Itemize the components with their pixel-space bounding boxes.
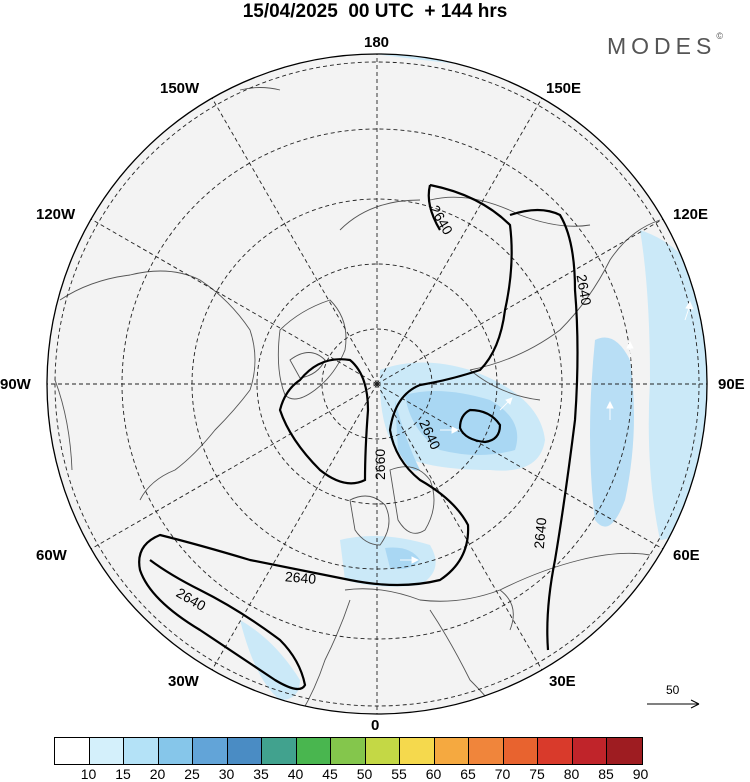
colorbar-tick-label: 85 bbox=[598, 766, 614, 782]
lon-label-150w: 150W bbox=[160, 80, 200, 97]
colorbar-tick-label: 60 bbox=[425, 766, 442, 782]
colorbar-tick-label: 70 bbox=[494, 766, 511, 782]
colorbar-box bbox=[607, 738, 642, 764]
colorbar-box bbox=[572, 738, 607, 764]
colorbar bbox=[54, 737, 643, 765]
colorbar-tick-label: 20 bbox=[149, 766, 166, 782]
colorbar-tick-label: 35 bbox=[253, 766, 269, 782]
lon-label-150e: 150E bbox=[546, 80, 582, 97]
colorbar-tick-label: 90 bbox=[632, 766, 649, 782]
lon-label-30e: 30E bbox=[549, 673, 576, 690]
colorbar-box bbox=[89, 738, 124, 764]
colorbar-tick-label: 55 bbox=[391, 766, 407, 782]
colorbar-tick-label: 10 bbox=[80, 766, 97, 782]
colorbar-tick-label: 45 bbox=[322, 766, 338, 782]
contour-label: 2660 bbox=[372, 449, 388, 480]
colorbar-box bbox=[331, 738, 366, 764]
lon-label-120w: 120W bbox=[36, 206, 76, 223]
vector-reference-arrow bbox=[647, 699, 700, 709]
meridians bbox=[47, 54, 707, 714]
wind-vectors bbox=[400, 301, 694, 564]
contour-label: 2640 bbox=[574, 273, 595, 307]
lon-label-30w: 30W bbox=[168, 673, 199, 690]
colorbar-tick-label: 65 bbox=[460, 766, 476, 782]
lon-label-0: 0 bbox=[371, 717, 380, 734]
colorbar-box bbox=[434, 738, 469, 764]
lon-label-180: 180 bbox=[364, 34, 390, 51]
colorbar-tick-label: 15 bbox=[115, 766, 131, 782]
colorbar-box bbox=[55, 738, 90, 764]
lon-label-90w: 90W bbox=[0, 376, 31, 393]
contour-label: 2640 bbox=[284, 568, 317, 587]
colorbar-tick-label: 75 bbox=[529, 766, 545, 782]
colorbar-box bbox=[262, 738, 297, 764]
modes-logo: MODES© bbox=[607, 31, 723, 60]
geopotential-contours bbox=[138, 183, 579, 691]
colorbar-tick-label: 80 bbox=[563, 766, 580, 782]
colorbar-tick-label: 40 bbox=[287, 766, 304, 782]
colorbar-box bbox=[365, 738, 400, 764]
lon-label-90e: 90E bbox=[718, 376, 745, 393]
vector-reference-label: 50 bbox=[666, 683, 680, 697]
contour-label: 2640 bbox=[531, 517, 550, 550]
colorbar-box bbox=[193, 738, 228, 764]
copyright-mark: © bbox=[716, 31, 723, 42]
map-border bbox=[46, 53, 708, 715]
colorbar-box bbox=[538, 738, 573, 764]
colorbar-box bbox=[296, 738, 331, 764]
colorbar-box bbox=[124, 738, 159, 764]
lon-label-60w: 60W bbox=[36, 547, 67, 564]
lon-label-60e: 60E bbox=[673, 547, 700, 564]
coastlines bbox=[54, 87, 661, 714]
map-title: 15/04/2025 00 UTC + 144 hrs bbox=[242, 1, 508, 22]
colorbar-box bbox=[400, 738, 435, 764]
colorbar-tick-label: 30 bbox=[218, 766, 235, 782]
colorbar-box bbox=[158, 738, 193, 764]
lon-label-120e: 120E bbox=[673, 206, 709, 223]
brand-name: MODES bbox=[607, 33, 717, 59]
colorbar-box bbox=[469, 738, 504, 764]
colorbar-tick-label: 25 bbox=[184, 766, 200, 782]
colorbar-tick-label: 50 bbox=[356, 766, 373, 782]
colorbar-box bbox=[227, 738, 262, 764]
colorbar-box bbox=[503, 738, 538, 764]
